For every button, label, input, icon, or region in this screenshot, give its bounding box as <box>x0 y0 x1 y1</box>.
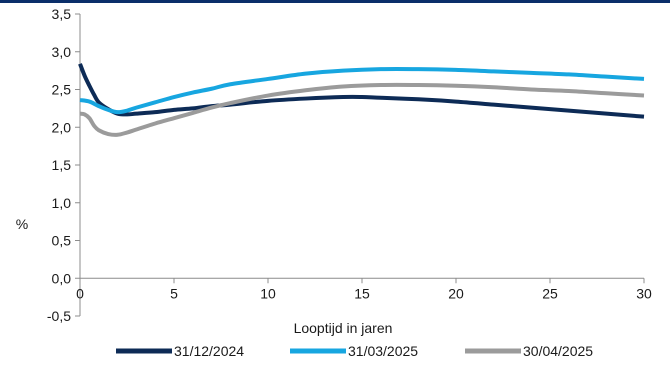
legend-label-3: 30/04/2025 <box>523 343 593 359</box>
x-axis-label: Looptijd in jaren <box>294 320 393 336</box>
y-tick-label: 3,0 <box>52 44 72 60</box>
series-layer <box>78 63 645 137</box>
y-tick-label: 1,0 <box>52 195 72 211</box>
y-tick-label: 2,0 <box>52 119 72 135</box>
x-tick-label: 30 <box>636 285 652 301</box>
x-tick-label: 0 <box>76 285 84 301</box>
legend: 31/12/2024 31/03/2025 30/04/2025 <box>116 343 593 359</box>
x-tick-label: 20 <box>448 285 464 301</box>
y-tick-label: 1,5 <box>52 157 72 173</box>
series-line-3 <box>79 82 645 137</box>
x-tick-label: 15 <box>354 285 370 301</box>
labels: % Looptijd in jaren <box>16 216 393 336</box>
legend-label-2: 31/03/2025 <box>348 343 418 359</box>
axes: 3,5 3,0 2,5 2,0 1,5 1,0 0,5 0,0 -0,5 0 5 10 15 20 25 30 <box>47 6 652 324</box>
y-tick-label: 2,5 <box>52 82 72 98</box>
series-line-2 <box>79 66 645 115</box>
y-tick-label: -0,5 <box>47 308 71 324</box>
top-rule <box>0 0 670 3</box>
y-tick-label: 0,0 <box>52 270 72 286</box>
x-tick-label: 10 <box>260 285 276 301</box>
y-axis-label: % <box>16 216 28 232</box>
y-tick-label: 0,5 <box>52 233 72 249</box>
legend-label-1: 31/12/2024 <box>174 343 244 359</box>
x-tick-label: 5 <box>170 285 178 301</box>
x-tick-label: 25 <box>542 285 558 301</box>
y-tick-label: 3,5 <box>52 6 72 22</box>
